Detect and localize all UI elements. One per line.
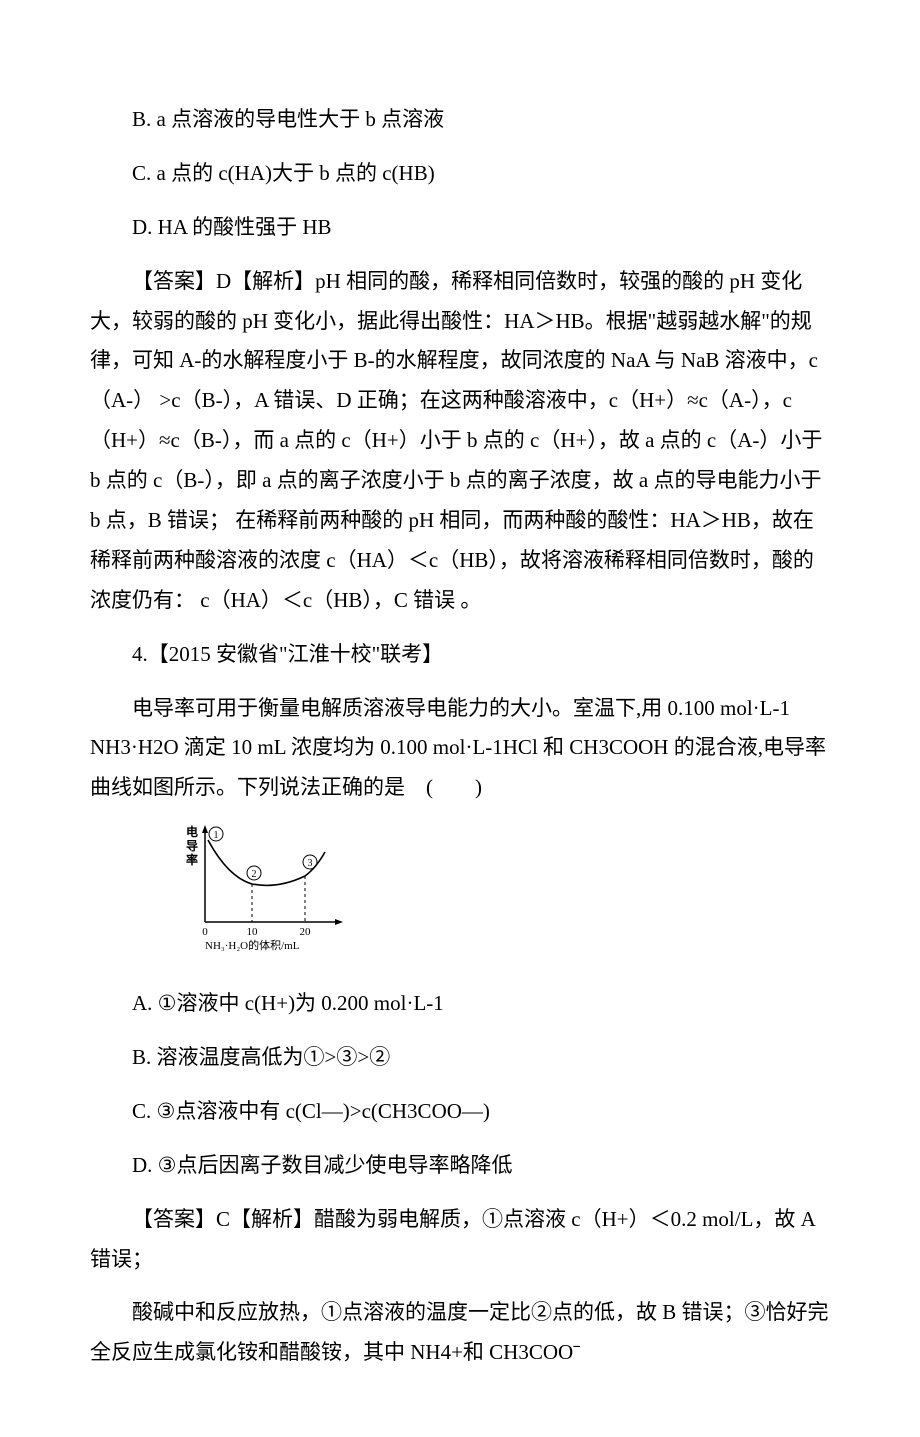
marker3-text: 3	[308, 858, 313, 869]
ylabel-2: 导	[186, 838, 198, 853]
chart-svg: 电 导 率 1 2 3 0 10 20 NH₃·H₂O的体积/mL	[180, 822, 350, 952]
y-arrow	[202, 825, 208, 833]
marker1-text: 1	[214, 830, 219, 841]
q4-option-d: D. ③点后因离子数目减少使电导率略降低	[90, 1146, 830, 1186]
ylabel-3: 率	[186, 852, 198, 867]
q4-title: 4.【2015 安徽省"江淮十校"联考】	[90, 635, 830, 675]
q3-option-d: D. HA 的酸性强于 HB	[90, 208, 830, 248]
q4-answer-2: 酸碱中和反应放热，①点溶液的温度一定比②点的低，故 B 错误；③恰好完全反应生成…	[90, 1293, 830, 1373]
q4-stem: 电导率可用于衡量电解质溶液导电能力的大小。室温下,用 0.100 mol·L-1…	[90, 689, 830, 809]
q4-option-b: B. 溶液温度高低为①>③>②	[90, 1038, 830, 1078]
marker2-text: 2	[252, 869, 257, 880]
q3-option-b: B. a 点溶液的导电性大于 b 点溶液	[90, 100, 830, 140]
conductivity-chart: 电 导 率 1 2 3 0 10 20 NH₃·H₂O的体积/mL	[180, 822, 830, 966]
xtick-20: 20	[300, 926, 312, 938]
q3-answer: 【答案】D【解析】pH 相同的酸，稀释相同倍数时，较强的酸的 pH 变化大，较弱…	[90, 262, 830, 621]
q3-option-c: C. a 点的 c(HA)大于 b 点的 c(HB)	[90, 154, 830, 194]
xtick-10: 10	[247, 926, 259, 938]
xlabel: NH₃·H₂O的体积/mL	[205, 938, 300, 952]
q4-option-a: A. ①溶液中 c(H+)为 0.200 mol·L-1	[90, 984, 830, 1024]
x-arrow	[335, 919, 343, 925]
q4-answer-1: 【答案】C【解析】醋酸为弱电解质，①点溶液 c（H+）＜0.2 mol/L，故 …	[90, 1200, 830, 1280]
ylabel-1: 电	[186, 824, 198, 839]
q4-option-c: C. ③点溶液中有 c(Cl—)>c(CH3COO—)	[90, 1092, 830, 1132]
xtick-0: 0	[202, 926, 208, 938]
